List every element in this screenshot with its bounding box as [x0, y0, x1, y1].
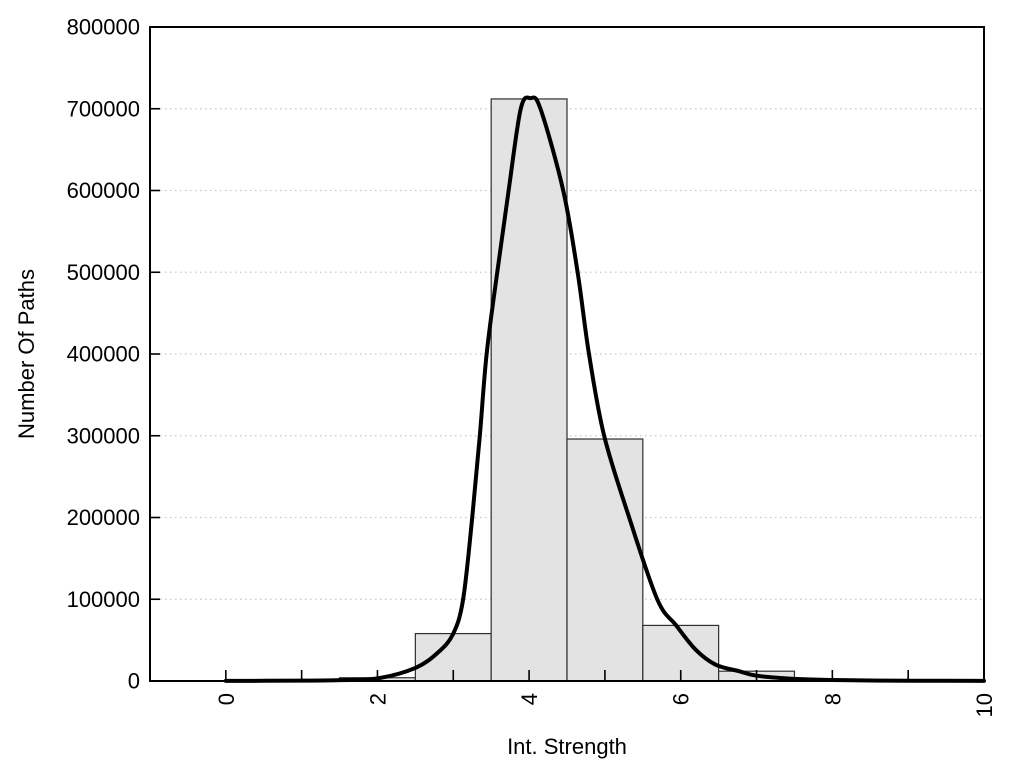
y-tick-label: 500000: [67, 260, 140, 285]
y-tick-label: 400000: [67, 342, 140, 367]
histogram-bar: [490, 98, 568, 682]
y-tick-label: 100000: [67, 587, 140, 612]
y-tick-label: 600000: [67, 178, 140, 203]
x-tick-label: 6: [669, 693, 694, 705]
x-axis-title: Int. Strength: [507, 734, 627, 759]
x-tick-label: 8: [820, 693, 845, 705]
x-tick-label: 2: [365, 693, 390, 705]
y-tick-label: 200000: [67, 505, 140, 530]
x-tick-label: 4: [517, 693, 542, 705]
x-tick-label: 0: [214, 693, 239, 705]
x-tick-label: 10: [972, 693, 997, 717]
y-tick-label: 300000: [67, 423, 140, 448]
y-tick-label: 700000: [67, 96, 140, 121]
histogram-bar: [566, 438, 644, 682]
density-fit-curve: [223, 95, 986, 683]
y-tick-label: 0: [128, 669, 140, 694]
y-tick-label: 800000: [67, 15, 140, 40]
y-axis-title: Number Of Paths: [14, 269, 39, 439]
